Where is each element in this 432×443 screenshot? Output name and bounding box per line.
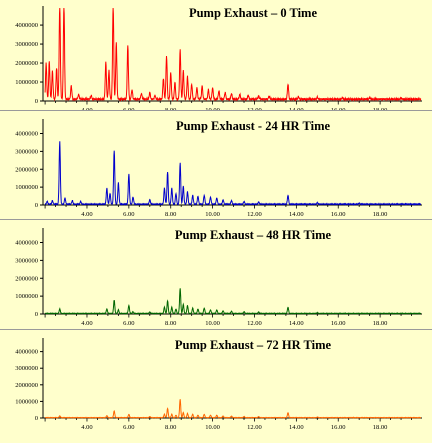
x-tick-label: 14.00 <box>289 107 304 110</box>
y-tick-label: 0 <box>35 98 38 105</box>
y-tick-label: 2000000 <box>15 166 38 173</box>
x-tick-label: 8.00 <box>165 211 176 218</box>
x-tick-label: 12.00 <box>247 107 262 110</box>
panel-divider <box>0 329 432 330</box>
x-tick-label: 6.00 <box>123 424 134 431</box>
y-tick-label: 4000000 <box>15 349 38 356</box>
y-tick-label: 3000000 <box>15 148 38 155</box>
y-tick-label: 4000000 <box>15 22 38 29</box>
y-tick-label: 1000000 <box>15 293 38 300</box>
chromatogram-panel-48hr: 0 1000000 2000000 3000000 4000000 4.00 6.00 8.0… <box>15 228 422 327</box>
x-tick-label: 18.00 <box>373 211 388 218</box>
y-tick-label: 3000000 <box>15 41 38 48</box>
chromatogram-trace <box>44 7 422 102</box>
y-tick-label: 1000000 <box>15 184 38 191</box>
chromatogram-trace <box>44 141 422 206</box>
y-tick-label: 3000000 <box>15 257 38 264</box>
x-tick-label: 4.00 <box>81 211 92 218</box>
y-tick-label: 0 <box>35 202 38 209</box>
x-tick-label: 14.00 <box>289 320 304 327</box>
x-tick-label: 14.00 <box>289 211 304 218</box>
panel-title: Pump Exhaust – 0 Time <box>189 6 317 20</box>
x-tick-label: 4.00 <box>81 107 92 110</box>
x-tick-label: 4.00 <box>81 424 92 431</box>
x-tick-label: 8.00 <box>165 107 176 110</box>
panel-title: Pump Exhaust – 72 HR Time <box>175 338 332 352</box>
x-tick-label: 18.00 <box>373 424 388 431</box>
y-tick-label: 1000000 <box>15 79 38 86</box>
chromatogram-trace <box>44 288 422 315</box>
chromatogram-panel-0-time: 0 1000000 2000000 3000000 4000000 4.00 6.00 8.0… <box>15 6 422 110</box>
x-tick-label: 12.00 <box>247 211 262 218</box>
chromatogram-panel-24hr: 0 1000000 2000000 3000000 4000000 4.00 6.00 8.0… <box>15 119 422 218</box>
x-tick-label: 18.00 <box>373 320 388 327</box>
x-tick-label: 12.00 <box>247 424 262 431</box>
x-tick-label: 10.00 <box>205 211 220 218</box>
x-tick-label: 10.00 <box>205 424 220 431</box>
panel-divider <box>0 110 432 111</box>
y-tick-label: 1000000 <box>15 398 38 405</box>
x-tick-label: 14.00 <box>289 424 304 431</box>
y-tick-label: 3000000 <box>15 365 38 372</box>
x-tick-label: 18.00 <box>373 107 388 110</box>
x-tick-label: 10.00 <box>205 320 220 327</box>
y-tick-label: 2000000 <box>15 60 38 67</box>
chromatogram-trace <box>44 399 421 419</box>
y-tick-label: 2000000 <box>15 275 38 282</box>
x-tick-label: 16.00 <box>331 211 346 218</box>
x-tick-label: 8.00 <box>165 424 176 431</box>
chromatogram-panel-72hr: 0 1000000 2000000 3000000 4000000 4.00 6.00 8.0… <box>15 338 422 431</box>
panel-title: Pump Exhaust - 24 HR Time <box>176 119 331 133</box>
y-tick-label: 0 <box>35 311 38 318</box>
x-tick-label: 4.00 <box>81 320 92 327</box>
x-tick-label: 12.00 <box>247 320 262 327</box>
x-tick-label: 16.00 <box>331 320 346 327</box>
x-tick-label: 16.00 <box>331 107 346 110</box>
x-tick-label: 8.00 <box>165 320 176 327</box>
x-tick-label: 6.00 <box>123 320 134 327</box>
panel-divider <box>0 219 432 220</box>
y-tick-label: 4000000 <box>15 131 38 138</box>
x-tick-label: 16.00 <box>331 424 346 431</box>
y-tick-label: 4000000 <box>15 240 38 247</box>
x-tick-label: 6.00 <box>123 107 134 110</box>
x-tick-label: 10.00 <box>205 107 220 110</box>
y-tick-label: 2000000 <box>15 382 38 389</box>
x-tick-label: 6.00 <box>123 211 134 218</box>
y-tick-label: 0 <box>35 415 38 422</box>
panel-title: Pump Exhaust – 48 HR Time <box>175 228 332 242</box>
